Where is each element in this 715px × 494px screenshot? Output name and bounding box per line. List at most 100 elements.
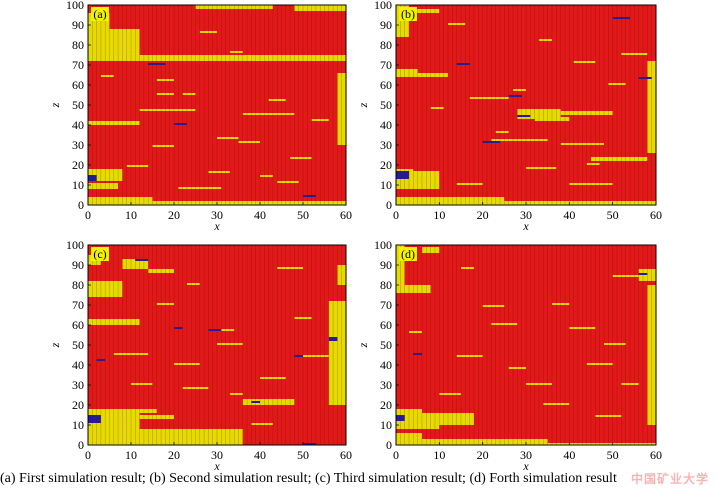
x-tick-label: 60 xyxy=(650,208,662,222)
x-tick-label: 20 xyxy=(168,448,180,462)
yellow-cell-patch xyxy=(513,89,526,91)
y-tick-label: 40 xyxy=(72,118,84,132)
x-tick-label: 50 xyxy=(607,448,619,462)
cell-grid xyxy=(396,5,656,205)
y-tick-label: 0 xyxy=(78,438,84,452)
y-tick-label: 10 xyxy=(380,178,392,192)
blue-cell-patch xyxy=(638,77,652,79)
yellow-cell-patch xyxy=(290,157,312,159)
panel-label: (d) xyxy=(401,247,415,261)
cell-grid xyxy=(88,245,346,445)
x-axis-label: x xyxy=(522,219,529,233)
x-tick-label: 20 xyxy=(168,208,180,222)
cell-grid xyxy=(396,245,656,445)
yellow-cell-patch xyxy=(126,165,149,167)
panel-label-background xyxy=(91,7,109,21)
x-tick-label: 20 xyxy=(477,448,489,462)
panel-label: (b) xyxy=(401,7,415,21)
y-tick-label: 40 xyxy=(380,358,392,372)
yellow-cell-patch xyxy=(461,267,474,269)
y-tick-label: 70 xyxy=(380,298,392,312)
yellow-cell-patch xyxy=(251,423,273,425)
x-tick-label: 30 xyxy=(211,208,223,222)
panel-b: 0 10 20 30 40 50 60 0 10 20 30 40 50 60 70 80 90 100 x z (b) xyxy=(356,0,662,233)
yellow-cell-patch xyxy=(539,39,552,41)
panel-a: 0 10 20 30 40 50 60 0 10 20 30 40 50 60 70 80 90 100 x z (a) xyxy=(48,0,352,233)
x-tick-label: 50 xyxy=(297,448,309,462)
blue-cell-patch xyxy=(174,123,187,125)
x-tick-label: 10 xyxy=(433,448,445,462)
y-tick-label: 20 xyxy=(72,158,84,172)
yellow-cell-patch xyxy=(229,393,243,395)
yellow-cell-patch xyxy=(217,137,239,139)
yellow-cell-patch xyxy=(495,131,509,133)
yellow-cell-patch xyxy=(573,61,596,63)
y-tick-label: 30 xyxy=(72,138,84,152)
yellow-cell-patch xyxy=(238,141,260,143)
panel-d: 0 10 20 30 40 50 60 0 10 20 30 40 50 60 70 80 90 100 x z (d) xyxy=(356,238,662,473)
y-tick-label: 100 xyxy=(66,238,84,252)
x-tick-label: 40 xyxy=(254,448,266,462)
panel-label: (a) xyxy=(93,7,106,21)
x-tick-label: 60 xyxy=(340,208,352,222)
yellow-cell-patch xyxy=(439,393,461,395)
x-tick-label: 0 xyxy=(85,208,91,222)
y-tick-label: 60 xyxy=(380,318,392,332)
x-tick-label: 0 xyxy=(393,208,399,222)
watermark-logo: 中国矿业大学 xyxy=(630,472,709,486)
x-tick-label: 10 xyxy=(125,208,137,222)
panel-label-background xyxy=(399,247,417,261)
blue-cell-patch xyxy=(303,195,316,197)
yellow-cell-patch xyxy=(491,139,548,141)
y-tick-label: 80 xyxy=(380,278,392,292)
yellow-cell-patch xyxy=(482,305,505,307)
x-tick-label: 60 xyxy=(650,448,662,462)
y-tick-label: 60 xyxy=(380,78,392,92)
figure-caption: (a) First simulation result; (b) Second … xyxy=(0,471,617,486)
yellow-cell-patch xyxy=(100,75,114,77)
y-tick-label: 50 xyxy=(380,98,392,112)
y-tick-label: 30 xyxy=(380,378,392,392)
y-tick-label: 70 xyxy=(380,58,392,72)
blue-cell-patch xyxy=(517,115,531,117)
panel-label-background xyxy=(91,247,109,261)
x-tick-label: 40 xyxy=(563,448,575,462)
x-tick-label: 30 xyxy=(520,448,532,462)
x-axis-label: x xyxy=(522,459,529,473)
x-tick-label: 30 xyxy=(211,448,223,462)
yellow-cell-patch xyxy=(208,171,230,173)
y-tick-label: 90 xyxy=(72,18,84,32)
x-tick-label: 10 xyxy=(125,448,137,462)
y-tick-label: 20 xyxy=(72,398,84,412)
x-tick-label: 20 xyxy=(477,208,489,222)
blue-cell-patch xyxy=(208,329,222,331)
blue-cell-patch xyxy=(303,443,316,445)
y-tick-label: 30 xyxy=(72,378,84,392)
y-tick-label: 90 xyxy=(380,258,392,272)
y-tick-label: 50 xyxy=(380,338,392,352)
y-tick-label: 50 xyxy=(72,338,84,352)
y-tick-label: 80 xyxy=(380,38,392,52)
y-tick-label: 0 xyxy=(78,198,84,212)
x-tick-label: 0 xyxy=(85,448,91,462)
x-axis-label: x xyxy=(213,219,220,233)
yellow-cell-patch xyxy=(260,175,273,177)
yellow-cell-patch xyxy=(182,93,196,95)
yellow-cell-patch xyxy=(526,167,557,169)
x-tick-label: 50 xyxy=(607,208,619,222)
x-tick-label: 40 xyxy=(254,208,266,222)
y-tick-label: 80 xyxy=(72,38,84,52)
yellow-cell-patch xyxy=(277,181,299,183)
x-tick-label: 60 xyxy=(340,448,352,462)
x-tick-label: 40 xyxy=(563,208,575,222)
yellow-cell-patch xyxy=(152,145,174,147)
blue-cell-patch xyxy=(508,95,522,97)
y-tick-label: 60 xyxy=(72,78,84,92)
x-tick-label: 0 xyxy=(393,448,399,462)
y-tick-label: 20 xyxy=(380,158,392,172)
yellow-cell-patch xyxy=(586,163,600,165)
yellow-cell-patch xyxy=(409,331,422,333)
yellow-cell-patch xyxy=(604,343,626,345)
y-tick-label: 70 xyxy=(72,298,84,312)
